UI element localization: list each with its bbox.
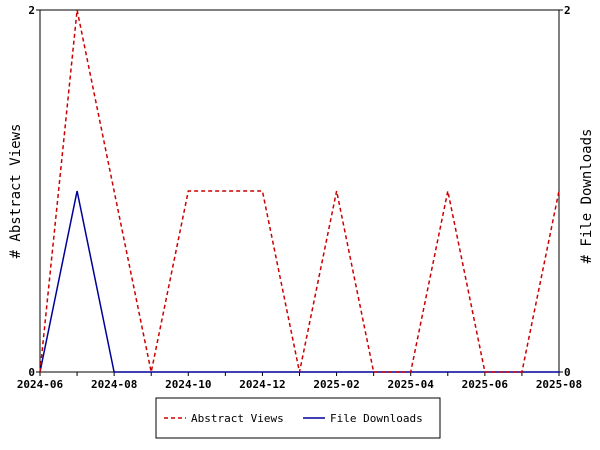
series-line-abstract-views xyxy=(39,9,560,373)
x-tick-label: 2024-12 xyxy=(239,378,285,391)
legend-box xyxy=(155,397,441,439)
x-tick-label: 2024-10 xyxy=(165,378,211,391)
x-axis: 2024-06 2024-08 2024-10 2024-12 2025-02 2025-… xyxy=(17,372,582,391)
x-tick-label: 2024-06 xyxy=(17,378,64,391)
y-axis-left-title: # Abstract Views xyxy=(8,124,24,259)
legend-label-file-downloads: File Downloads xyxy=(330,412,423,425)
x-tick-label: 2025-02 xyxy=(313,378,359,391)
y-tick-label-right: 0 xyxy=(564,366,571,379)
series-layer xyxy=(39,9,560,373)
x-tick-label: 2024-08 xyxy=(91,378,137,391)
y-tick-label-left: 2 xyxy=(28,4,35,17)
x-tick-label: 2025-06 xyxy=(462,378,509,391)
legend: Abstract Views File Downloads xyxy=(155,397,441,439)
y-tick-label-left: 0 xyxy=(28,366,35,379)
legend-label-abstract-views: Abstract Views xyxy=(191,412,284,425)
x-tick-label: 2025-04 xyxy=(388,378,435,391)
y-axis: 0 2 0 2 xyxy=(28,4,570,379)
y-tick-label-right: 2 xyxy=(564,4,571,17)
y-axis-right-title: # File Downloads xyxy=(579,129,595,264)
x-tick-label: 2025-08 xyxy=(536,378,582,391)
